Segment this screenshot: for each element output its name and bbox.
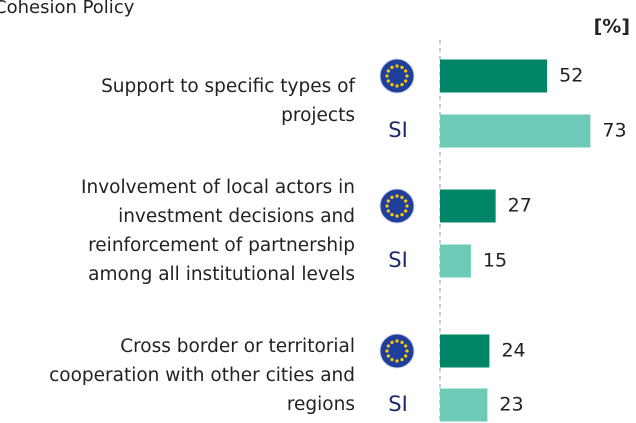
flag-star — [405, 204, 409, 208]
flag-disc — [379, 188, 415, 224]
flag-star — [395, 214, 399, 218]
flag-star — [400, 213, 404, 217]
category-label: among all institutional levels — [88, 264, 355, 285]
flag-star — [385, 204, 389, 208]
flag-star — [386, 354, 390, 358]
flag-star — [386, 199, 390, 203]
flag-star — [404, 79, 408, 83]
value-label: 15 — [483, 250, 507, 272]
bar — [440, 244, 471, 278]
value-label: 24 — [501, 340, 525, 362]
flag-star — [400, 340, 404, 344]
flag-star — [386, 344, 390, 348]
category-label: Involvement of local actors in — [81, 177, 355, 198]
flag-star — [400, 195, 404, 199]
flag-star — [404, 209, 408, 213]
eu-flag — [379, 58, 415, 94]
value-label: 73 — [602, 120, 626, 142]
chart-title: Cohesion Policy — [0, 0, 135, 18]
bar — [440, 114, 591, 148]
category-label: regions — [287, 394, 355, 415]
category-label: Support to specific types of — [101, 76, 355, 97]
flag-disc — [379, 333, 415, 369]
bar — [440, 388, 488, 422]
flag-disc — [379, 58, 415, 94]
flag-star — [386, 79, 390, 83]
category-label: Cross border or territorial — [120, 336, 355, 357]
flag-star — [395, 84, 399, 88]
value-label: 27 — [508, 195, 532, 217]
category-label: reinforcement of partnership — [88, 235, 355, 256]
flag-star — [395, 359, 399, 363]
flag-star — [390, 358, 394, 362]
category-label: projects — [281, 105, 355, 126]
flag-star — [400, 358, 404, 362]
flag-star — [395, 194, 399, 198]
series-label: SI — [388, 248, 408, 272]
flag-star — [404, 344, 408, 348]
category-label: investment decisions and — [118, 206, 355, 227]
flag-star — [390, 213, 394, 217]
flag-star — [395, 339, 399, 343]
series-label: SI — [388, 118, 408, 142]
flag-star — [404, 69, 408, 73]
flag-star — [390, 83, 394, 87]
flag-star — [395, 64, 399, 68]
bar — [440, 334, 490, 368]
eu-flag — [379, 188, 415, 224]
series-label: SI — [388, 392, 408, 416]
category-label: cooperation with other cities and — [49, 365, 355, 386]
flag-star — [400, 65, 404, 69]
eu-flag — [379, 333, 415, 369]
flag-star — [390, 195, 394, 199]
flag-star — [405, 74, 409, 78]
value-label: 52 — [559, 65, 583, 87]
flag-star — [386, 69, 390, 73]
flag-star — [400, 83, 404, 87]
flag-star — [385, 349, 389, 353]
flag-star — [405, 349, 409, 353]
unit-label: [%] — [594, 16, 630, 38]
flag-star — [390, 340, 394, 344]
flag-star — [404, 354, 408, 358]
flag-star — [404, 199, 408, 203]
flag-star — [386, 209, 390, 213]
flag-star — [390, 65, 394, 69]
flag-star — [385, 74, 389, 78]
bar — [440, 189, 496, 223]
bar — [440, 59, 548, 93]
value-label: 23 — [499, 394, 523, 416]
